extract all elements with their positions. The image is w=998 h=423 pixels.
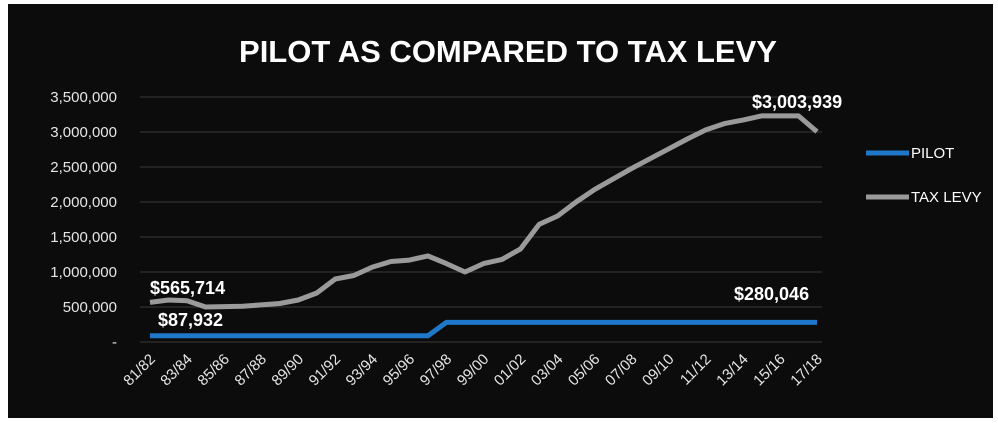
annotation-pilot-start: $87,932 (158, 310, 223, 330)
chart-area (8, 4, 993, 418)
series-line-tax-levy (149, 113, 819, 310)
x-tick-label: 97/98 (417, 351, 456, 390)
x-tick-label: 05/06 (565, 351, 604, 390)
annotation-tax-levy-end: $3,003,939 (752, 92, 842, 112)
x-tick-label: 13/14 (713, 351, 752, 390)
x-tick-label: 15/16 (750, 351, 789, 390)
series-lines (149, 113, 819, 339)
x-tick-label: 95/96 (380, 351, 419, 390)
x-tick-label: 89/90 (268, 351, 307, 390)
x-tick-label: 93/94 (343, 351, 382, 390)
y-tick-label: 500,000 (63, 299, 117, 316)
x-tick-label: 85/86 (194, 351, 233, 390)
y-tick-label: 1,500,000 (50, 229, 117, 246)
y-tick-label: 1,000,000 (50, 264, 117, 281)
x-tick-label: 03/04 (528, 351, 567, 390)
annotation-tax-levy-start: $565,714 (150, 278, 225, 298)
x-axis: 81/8283/8485/8687/8889/9091/9293/9495/96… (120, 351, 826, 390)
y-axis: - 500,000 1,000,000 1,500,000 2,000,000 2,500… (50, 89, 117, 351)
y-tick-label: 3,000,000 (50, 124, 117, 141)
chart-title: PILOT AS COMPARED TO TAX LEVY (239, 34, 777, 69)
y-tick-label: 2,000,000 (50, 194, 117, 211)
y-tick-label: 3,500,000 (50, 89, 117, 106)
series-line-pilot (150, 319, 817, 339)
x-tick-label: 01/02 (491, 351, 530, 390)
legend: PILOT TAX LEVY (866, 145, 982, 206)
x-tick-label: 11/12 (677, 351, 715, 389)
x-tick-label: 83/84 (157, 351, 196, 390)
x-tick-label: 07/08 (602, 351, 641, 390)
x-tick-label: 17/18 (787, 351, 826, 390)
annotation-pilot-end: $280,046 (734, 284, 809, 304)
y-tick-label: 2,500,000 (50, 159, 117, 176)
x-tick-label: 09/10 (639, 351, 678, 390)
y-tick-label: - (112, 334, 117, 351)
x-tick-label: 87/88 (231, 351, 270, 390)
x-tick-label: 81/82 (120, 351, 159, 390)
x-tick-label: 99/00 (454, 351, 493, 390)
legend-label-tax-levy: TAX LEVY (911, 189, 982, 206)
legend-label-pilot: PILOT (911, 145, 954, 162)
x-tick-label: 91/92 (306, 351, 345, 390)
